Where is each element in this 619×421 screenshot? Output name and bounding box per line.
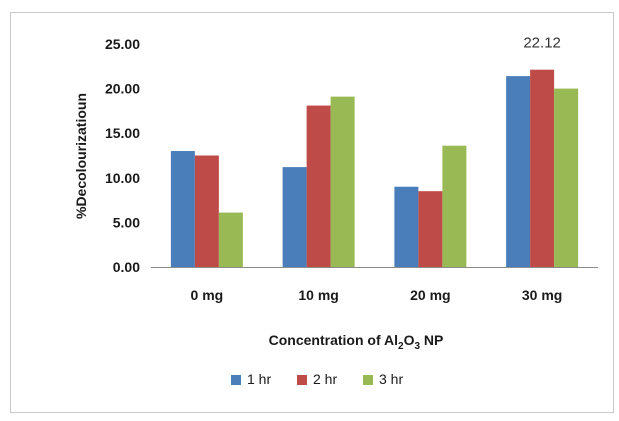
x-axis-title-prefix: Concentration of Al [269,332,398,348]
y-tick-label: 10.00 [105,170,140,186]
bar-2-hr-0-mg [194,155,219,267]
bar-1-hr-30-mg [506,76,531,267]
y-tick-label: 20.00 [105,81,140,97]
bar-1-hr-20-mg [394,186,419,267]
bars [170,69,579,268]
bar-2-hr-10-mg [306,105,331,267]
legend: 1 hr 2 hr 3 hr [231,371,403,387]
x-axis-title: Concentration of Al2O3 NP [269,332,444,352]
y-tick-label: 25.00 [105,36,140,52]
y-axis-ticks: 0.00 5.00 10.00 15.00 20.00 25.00 [105,36,140,275]
bar-1-hr-0-mg [170,151,195,267]
bar-3-hr-30-mg [554,88,579,267]
legend-label: 3 hr [379,371,403,387]
x-axis-title-mid: O [404,332,415,348]
x-axis-title-sub1: 2 [398,341,404,352]
legend-swatch [297,375,307,385]
y-tick-label: 5.00 [113,214,140,230]
legend-label: 2 hr [313,371,337,387]
y-tick-label: 0.00 [113,259,140,275]
bar-3-hr-0-mg [218,212,243,267]
data-labels: 22.12 [523,35,561,52]
legend-label: 1 hr [247,371,271,387]
x-tick-label: 10 mg [298,287,338,303]
bar-3-hr-10-mg [330,96,355,268]
bar-2-hr-20-mg [418,191,443,267]
bar-2-hr-30-mg [530,69,555,267]
x-axis-title-suffix: NP [420,332,443,348]
data-label: 22.12 [523,35,561,52]
bar-3-hr-20-mg [442,145,467,267]
x-tick-label: 20 mg [410,287,450,303]
bar-1-hr-10-mg [282,167,307,267]
x-tick-label: 0 mg [191,287,224,303]
x-axis-title-sub2: 3 [414,341,420,352]
chart-border [10,12,614,413]
legend-swatch [231,375,241,385]
y-tick-label: 15.00 [105,125,140,141]
x-tick-label: 30 mg [522,287,562,303]
legend-swatch [363,375,373,385]
y-axis-title: %Decolourizatioun [73,93,89,219]
category-labels: 0 mg 10 mg 20 mg 30 mg [191,287,563,303]
